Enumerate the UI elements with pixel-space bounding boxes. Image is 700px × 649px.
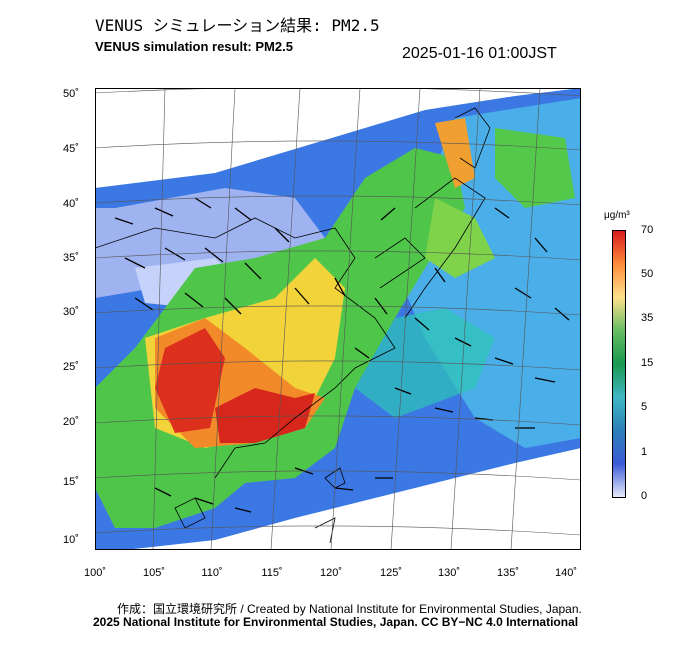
lon-label: 130˚ <box>437 567 461 579</box>
lon-label: 125˚ <box>379 567 403 579</box>
pm25-map[interactable] <box>95 88 581 550</box>
plume-red-south <box>215 388 315 443</box>
lon-label: 120˚ <box>319 567 343 579</box>
lon-label: 110˚ <box>201 567 223 579</box>
hokkaido-orange <box>435 118 475 188</box>
lat-label: 15˚ <box>63 476 79 488</box>
lon-label: 135˚ <box>496 567 520 579</box>
map-frame <box>95 88 581 550</box>
coastlines <box>95 107 491 544</box>
lat-label: 50˚ <box>63 88 79 100</box>
credit-line: 作成：国立環境研究所 / Created by National Institu… <box>117 602 582 616</box>
datetime-label: 2025-01-16 01:00JST <box>402 45 557 62</box>
lat-label: 25˚ <box>63 361 79 373</box>
lat-label: 10˚ <box>63 534 79 546</box>
title-japanese: VENUS シミュレーション結果: PM2.5 <box>95 16 380 35</box>
lon-label: 140˚ <box>554 567 578 579</box>
colorbar-unit: μg/m³ <box>604 210 630 221</box>
colorbar <box>612 230 626 498</box>
colorbar-label: 5 <box>641 401 648 413</box>
lon-label: 100˚ <box>83 567 107 579</box>
copyright-line: 2025 National Institute for Environmenta… <box>93 615 579 629</box>
lat-label: 30˚ <box>63 306 79 318</box>
plume-cyan-edge <box>355 308 495 418</box>
wind-vectors <box>114 197 570 513</box>
graticule <box>95 88 581 550</box>
lat-label: 20˚ <box>63 416 79 428</box>
lat-label: 40˚ <box>63 198 79 210</box>
title-english: VENUS simulation result: PM2.5 <box>95 39 293 54</box>
lat-label: 35˚ <box>63 252 79 264</box>
lon-label: 115˚ <box>261 567 283 579</box>
plume-red-west <box>155 328 225 433</box>
colorbar-label: 50 <box>641 268 654 280</box>
colorbar-label: 15 <box>641 357 654 369</box>
kyushu-plume <box>425 198 495 278</box>
lon-label: 105˚ <box>142 567 166 579</box>
colorbar-label: 1 <box>641 446 648 458</box>
lat-label: 45˚ <box>63 143 79 155</box>
colorbar-label: 0 <box>641 490 648 502</box>
colorbar-label: 70 <box>641 224 654 236</box>
colorbar-label: 35 <box>641 312 654 324</box>
